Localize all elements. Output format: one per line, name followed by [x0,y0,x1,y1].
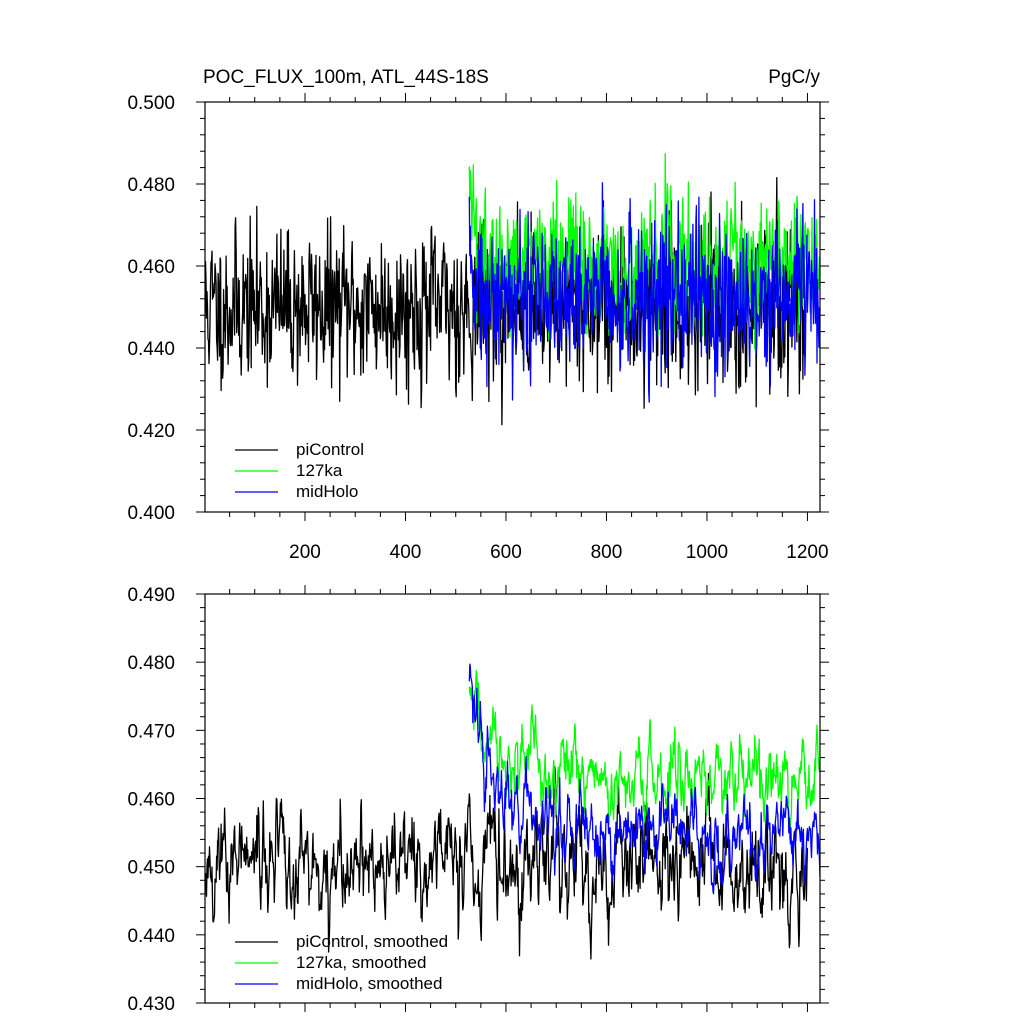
series-line-midholo [468,182,820,403]
series-group [205,663,820,960]
chart-title: POC_FLUX_100m, ATL_44S-18S [203,67,489,88]
x-tick-label: 600 [490,542,522,563]
y-tick-label: 0.430 [127,994,175,1015]
series-line-midholo-smoothed [468,663,820,895]
x-tick-label: 800 [591,542,623,563]
series-group [205,153,820,426]
legend-label: 127ka, smoothed [296,953,426,972]
y-tick-label: 0.420 [127,421,175,442]
x-tick-label: 1000 [686,542,728,563]
x-tick-label: 400 [390,542,422,563]
legend-label: 127ka [296,461,343,480]
plot-frame [204,101,821,513]
y-tick-label: 0.480 [127,653,175,674]
legend-label: piControl, smoothed [296,932,448,951]
legend: piControl 127ka midHolo [235,440,364,501]
legend-label: piControl [296,440,364,459]
legend: piControl, smoothed 127ka, smoothed midHol… [235,932,448,993]
y-tick-label: 0.480 [127,175,175,196]
y-tick-label: 0.470 [127,721,175,742]
y-tick-label: 0.440 [127,339,175,360]
y-tick-label: 0.460 [127,790,175,811]
units-label: PgC/y [768,67,820,88]
y-tick-label: 0.450 [127,858,175,879]
y-tick-label: 0.500 [127,93,175,114]
x-tick-label: 200 [289,542,321,563]
x-tick-label: 1200 [786,542,828,563]
y-tick-label: 0.490 [127,585,175,606]
y-tick-label: 0.440 [127,926,175,947]
y-tick-label: 0.460 [127,257,175,278]
series-line-127ka-smoothed [468,669,820,841]
legend-label: midHolo, smoothed [296,974,442,993]
panel-smoothed: 0.430 0.440 0.450 0.460 0.470 0.480 0.490 piCon… [127,585,829,1015]
legend-label: midHolo [296,482,358,501]
panel-raw: 200 400 600 800 1000 1200 0.400 0.420 0.440 0.460… [127,67,829,563]
y-tick-label: 0.400 [127,503,175,524]
